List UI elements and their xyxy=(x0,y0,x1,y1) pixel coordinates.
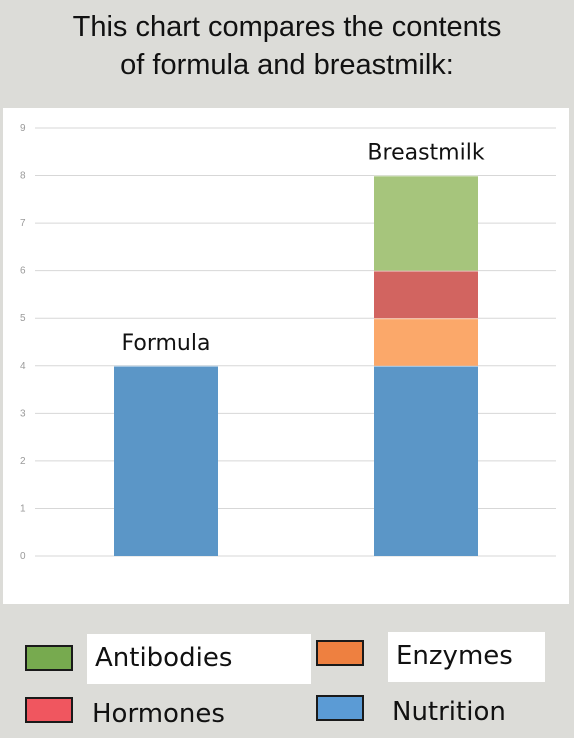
y-tick-label-7: 7 xyxy=(20,218,26,229)
chart-title-line-2: of formula and breastmilk: xyxy=(120,49,454,81)
legend-swatch-antibodies xyxy=(25,645,73,671)
chart-title-line-1: This chart compares the contents xyxy=(72,11,502,43)
legend-label-nutrition: Nutrition xyxy=(392,697,506,727)
chart-title: This chart compares the contents of form… xyxy=(0,8,574,84)
legend-swatch-hormones xyxy=(25,697,73,723)
bar-breastmilk-hormones xyxy=(374,270,478,319)
y-tick-label-0: 0 xyxy=(20,551,26,562)
y-tick-label-5: 5 xyxy=(20,313,26,324)
y-tick-label-4: 4 xyxy=(20,361,26,372)
legend-swatch-enzymes xyxy=(316,640,364,666)
y-tick-label-6: 6 xyxy=(20,266,26,277)
bar-breastmilk-nutrition xyxy=(374,365,478,556)
bar-label-formula: Formula xyxy=(122,331,211,356)
bar-breastmilk-enzymes xyxy=(374,318,478,366)
y-tick-label-1: 1 xyxy=(20,503,26,514)
stacked-bar-chart: 0 1 2 3 4 5 6 7 8 9 Formula Breastmilk xyxy=(20,123,556,562)
legend-label-antibodies: Antibodies xyxy=(87,634,311,684)
bar-breastmilk-antibodies xyxy=(374,175,478,271)
y-tick-label-2: 2 xyxy=(20,456,26,467)
y-tick-label-9: 9 xyxy=(20,123,26,134)
plot-panel: 0 1 2 3 4 5 6 7 8 9 Formula Breastmilk xyxy=(3,108,569,604)
bar-label-breastmilk: Breastmilk xyxy=(367,141,484,166)
y-tick-label-8: 8 xyxy=(20,171,26,182)
legend-label-enzymes: Enzymes xyxy=(388,632,545,682)
legend-label-hormones: Hormones xyxy=(92,699,225,729)
y-tick-label-3: 3 xyxy=(20,408,26,419)
y-axis-ticks: 0 1 2 3 4 5 6 7 8 9 xyxy=(20,123,26,562)
bar-formula-nutrition xyxy=(114,365,218,556)
bar-labels: Formula Breastmilk xyxy=(122,141,485,356)
legend-swatch-nutrition xyxy=(316,695,364,721)
bars xyxy=(114,175,478,556)
